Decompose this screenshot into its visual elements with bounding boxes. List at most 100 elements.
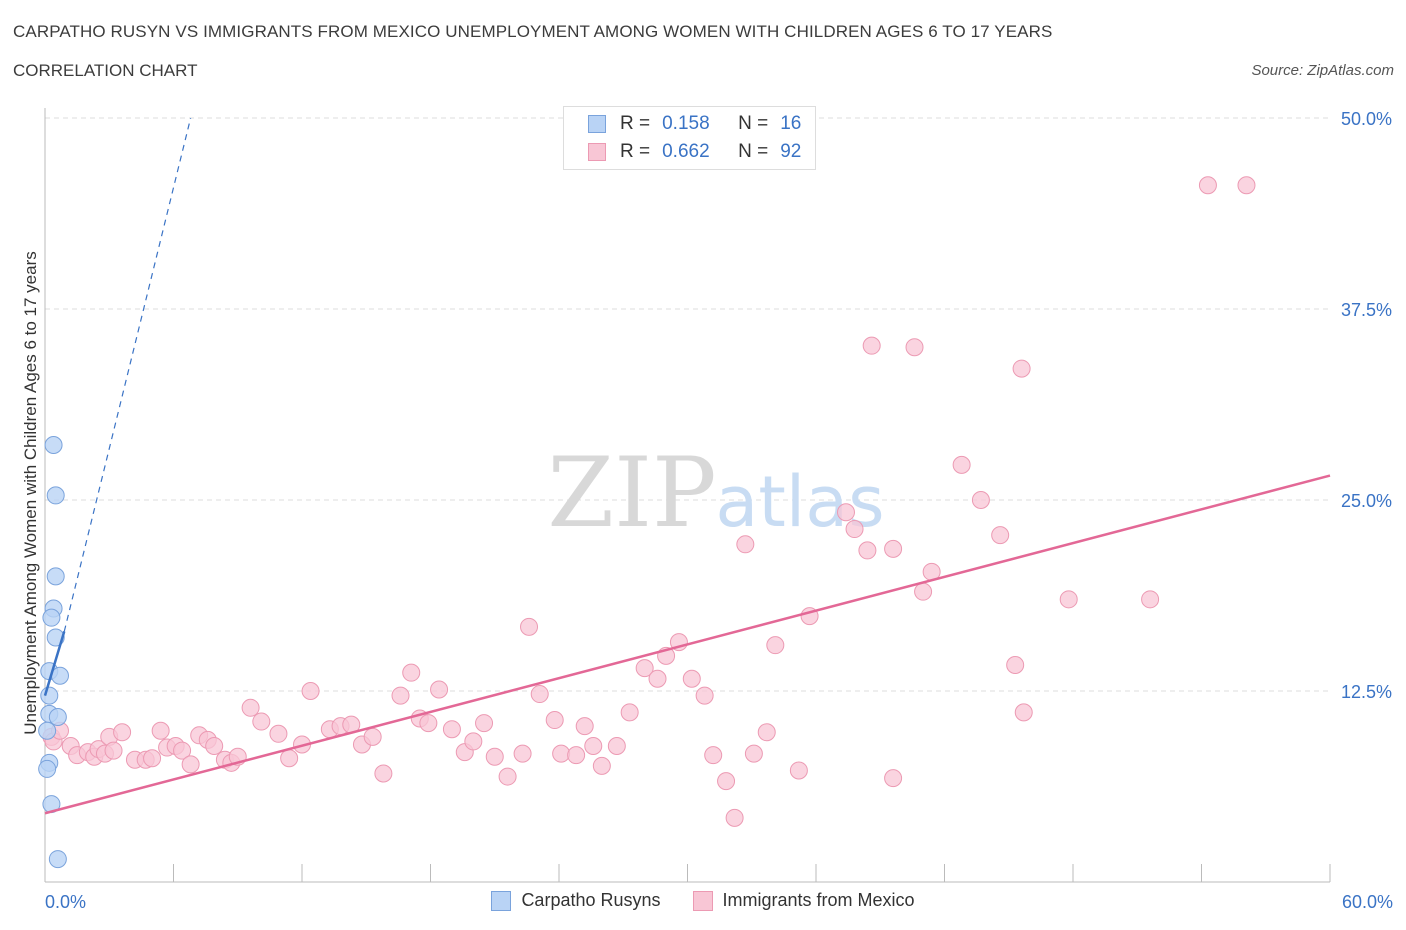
mexico-point — [620, 703, 639, 722]
mexico-point — [151, 721, 170, 740]
mexico-point — [173, 741, 192, 760]
mexico-point — [757, 723, 776, 742]
trend-lines — [43, 117, 1331, 815]
carpatho-point — [38, 721, 57, 740]
carpatho-point — [48, 707, 67, 726]
watermark: ZIP atlas — [547, 437, 884, 549]
grid-lines — [45, 117, 1330, 692]
mexico-point — [280, 749, 299, 768]
blue-swatch — [588, 115, 606, 133]
mexico-point — [952, 455, 971, 474]
axes — [44, 108, 1331, 883]
mexico-point — [1059, 590, 1078, 609]
legend-r-value: 0.158 — [662, 113, 710, 134]
legend-row-carpatho: R = 0.158 N = 16 — [588, 111, 801, 137]
y-tick-label: 25.0% — [1341, 491, 1392, 511]
legend-item-immigrants-mexico: Immigrants from Mexico — [692, 890, 915, 911]
mexico-point — [845, 520, 864, 539]
mexico-point — [884, 539, 903, 558]
legend-row-mexico: R = 0.662 N = 92 — [588, 139, 801, 165]
legend-item-carpatho-rusyns: Carpatho Rusyns — [491, 890, 661, 911]
mexico-point — [862, 336, 881, 355]
series-legend: Carpatho Rusyns Immigrants from Mexico — [0, 890, 1406, 911]
pink-swatch — [692, 890, 713, 911]
mexico-point — [682, 669, 701, 688]
mexico-point — [374, 764, 393, 783]
mexico-point — [884, 769, 903, 788]
x-tick-label: 60.0% — [1342, 892, 1393, 912]
y-tick-label: 50.0% — [1341, 109, 1392, 129]
mexico-point — [513, 744, 532, 763]
mexico-point — [1141, 590, 1160, 609]
carpatho-trend-dashed — [63, 117, 192, 632]
legend-series-name: Carpatho Rusyns — [521, 890, 661, 910]
carpatho-point — [42, 608, 61, 627]
mexico-point — [858, 541, 877, 560]
mexico-point — [914, 582, 933, 601]
pink-swatch — [588, 143, 606, 161]
mexico-point — [648, 669, 667, 688]
mexico-point — [143, 749, 162, 768]
legend-n-label: N = — [738, 141, 769, 162]
mexico-point — [104, 741, 123, 760]
y-axis-label: Unemployment Among Women with Children A… — [21, 251, 40, 735]
mexico-trend-line — [44, 474, 1331, 815]
legend-n-value: 92 — [780, 141, 802, 162]
y-tick-label: 37.5% — [1341, 300, 1392, 320]
mexico-point — [736, 535, 755, 554]
mexico-point — [269, 724, 288, 743]
carpatho-point — [48, 850, 67, 869]
mexico-point — [545, 711, 564, 730]
watermark-zip: ZIP — [547, 437, 716, 549]
mexico-point — [301, 682, 320, 700]
mexico-point — [1012, 359, 1031, 378]
legend-r-label: R = — [620, 113, 651, 134]
mexico-point — [1237, 176, 1256, 195]
carpatho-point — [46, 567, 65, 586]
mexico-point — [442, 720, 461, 739]
mexico-point — [725, 808, 744, 827]
legend-r-value: 0.662 — [662, 141, 710, 162]
mexico-point — [430, 680, 449, 699]
mexico-point — [464, 732, 483, 751]
carpatho-point — [46, 486, 65, 505]
legend-series-name: Immigrants from Mexico — [722, 890, 915, 910]
mexico-point — [1198, 176, 1217, 195]
mexico-point — [475, 714, 494, 733]
mexico-point — [575, 717, 594, 736]
mexico-point — [1014, 703, 1033, 722]
mexico-point — [1006, 656, 1025, 675]
mexico-point — [607, 737, 626, 756]
chart-subtitle: CORRELATION CHART — [13, 61, 198, 80]
mexico-point — [584, 737, 603, 756]
y-tick-label: 12.5% — [1341, 682, 1392, 702]
mexico-point — [520, 617, 539, 636]
mexico-point — [402, 663, 421, 682]
mexico-point — [485, 747, 504, 766]
mexico-point — [241, 698, 260, 717]
mexico-point — [836, 503, 855, 522]
mexico-point — [744, 744, 763, 763]
source-label: Source: ZipAtlas.com — [1251, 62, 1394, 79]
mexico-point — [592, 756, 611, 775]
correlation-legend: R = 0.158 N = 16 R = 0.662 N = 92 — [563, 106, 816, 170]
mexico-point — [717, 772, 736, 791]
mexico-point — [704, 746, 723, 765]
blue-swatch — [491, 890, 512, 911]
mexico-point — [991, 526, 1010, 545]
mexico-point — [205, 737, 224, 756]
mexico-point — [181, 755, 200, 774]
mexico-point — [552, 744, 571, 763]
legend-r-label: R = — [620, 141, 651, 162]
mexico-point — [567, 746, 586, 765]
legend-n-label: N = — [738, 113, 769, 134]
mexico-point — [695, 686, 714, 705]
mexico-point — [530, 685, 549, 704]
x-tick-label: 0.0% — [45, 892, 86, 912]
mexico-point — [391, 686, 410, 705]
mexico-point — [419, 714, 438, 733]
mexico-point — [635, 659, 654, 678]
mexico-point — [905, 338, 924, 357]
mexico-point — [113, 723, 132, 742]
